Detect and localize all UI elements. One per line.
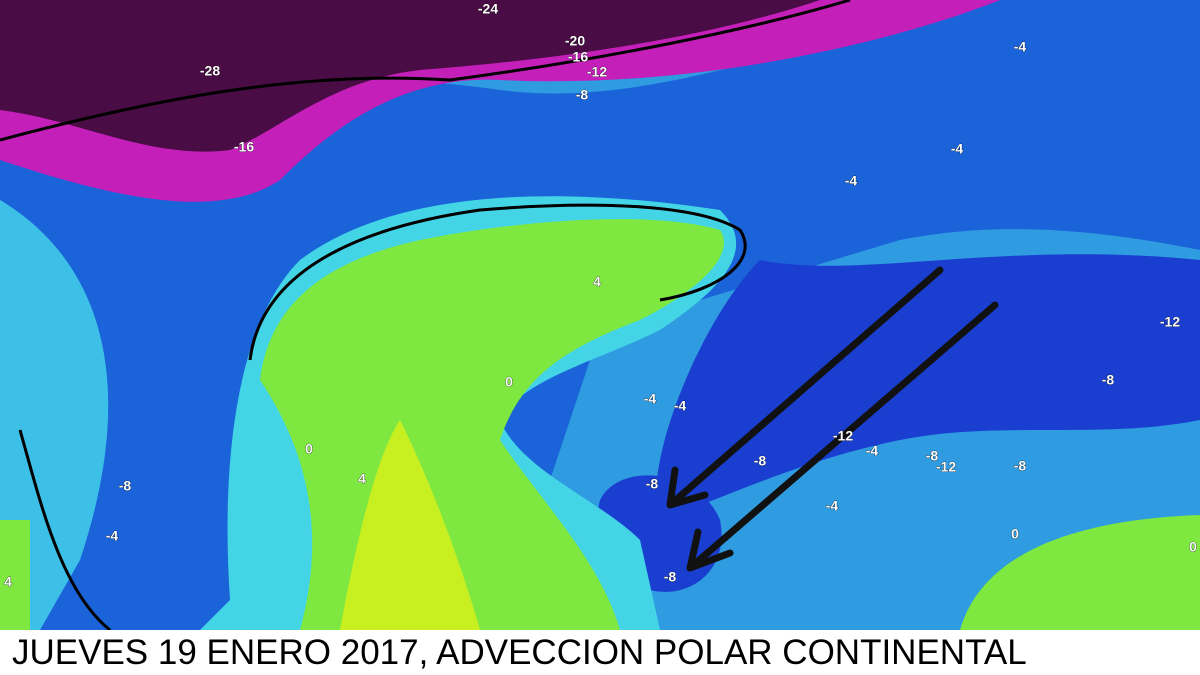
contour-label: -12 [833, 428, 853, 444]
warmest-area [340, 420, 480, 630]
contour-label: 0 [1011, 526, 1019, 542]
contour-label: -4 [845, 173, 858, 189]
contour-label: -8 [646, 476, 659, 492]
contour-label: 0 [505, 374, 513, 390]
arrow [686, 301, 999, 572]
contour-label: 4 [4, 574, 12, 590]
contour-label: -8 [754, 453, 767, 469]
caption: JUEVES 19 ENERO 2017, ADVECCION POLAR CO… [0, 630, 1200, 675]
contour-label: -4 [826, 498, 839, 514]
contour-label: -8 [664, 569, 677, 585]
contour-label: -4 [674, 398, 687, 414]
contour-label: -4 [106, 528, 119, 544]
zero-isotherm [248, 203, 747, 361]
warm-sw [0, 520, 30, 630]
contour-label: -16 [234, 139, 254, 155]
warm-se [960, 515, 1200, 630]
contour-label: 4 [358, 471, 366, 487]
contour-label: 0 [1189, 539, 1197, 555]
contour-label: -8 [1014, 458, 1027, 474]
contour-label: -12 [587, 64, 607, 80]
cold-core [656, 254, 1200, 520]
isotherm [0, 0, 851, 142]
contour-label: -4 [951, 141, 964, 157]
contour-label: -4 [644, 391, 657, 407]
contour-label: 0 [305, 441, 313, 457]
contour-label: -8 [119, 478, 132, 494]
arctic-core [0, 0, 820, 152]
contour-label: -4 [866, 443, 879, 459]
isotherm [18, 429, 111, 630]
contour-label: -12 [936, 459, 956, 475]
contour-label: 4 [593, 274, 601, 290]
contour-label: -24 [478, 1, 498, 17]
contour-label: -12 [1160, 314, 1180, 330]
arrow [666, 266, 944, 509]
contour-label: -8 [1102, 372, 1115, 388]
contour-label: -8 [926, 448, 939, 464]
temperature-map: -24-28-20-16-12-8-16-4-4-44-120 -8-4 -4-12… [0, 0, 1200, 630]
contour-label: -4 [1014, 39, 1027, 55]
contour-label: -28 [200, 63, 220, 79]
contour-label: -8 [576, 87, 589, 103]
contour-label: -20 [565, 33, 585, 49]
contour-label: -16 [568, 49, 588, 65]
